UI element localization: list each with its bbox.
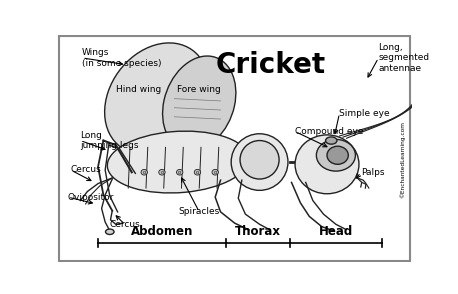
Text: o: o (213, 170, 217, 175)
Text: Head: Head (319, 225, 353, 238)
Ellipse shape (163, 56, 236, 150)
Ellipse shape (194, 169, 201, 175)
Text: Compound eye: Compound eye (295, 127, 364, 136)
Ellipse shape (104, 43, 209, 154)
Text: ©EnchantedLearning.com: ©EnchantedLearning.com (399, 121, 405, 198)
Text: Cercus: Cercus (109, 220, 140, 229)
Text: Simple eye: Simple eye (339, 109, 390, 118)
Circle shape (105, 229, 114, 235)
Text: Cercus: Cercus (71, 166, 102, 174)
Text: o: o (160, 170, 164, 175)
Text: Abdomen: Abdomen (131, 225, 193, 238)
Ellipse shape (176, 169, 183, 175)
Text: Hind wing: Hind wing (116, 85, 162, 94)
Text: Palps: Palps (361, 168, 384, 177)
Text: Long
jumping legs: Long jumping legs (80, 131, 139, 150)
Circle shape (326, 137, 337, 144)
Ellipse shape (141, 169, 147, 175)
Ellipse shape (240, 141, 279, 179)
Text: o: o (142, 170, 146, 175)
Ellipse shape (231, 134, 288, 190)
Text: Fore wing: Fore wing (177, 85, 221, 94)
Ellipse shape (295, 135, 359, 194)
Text: o: o (178, 170, 181, 175)
Text: Thorax: Thorax (235, 225, 281, 238)
Ellipse shape (212, 169, 218, 175)
Text: Spiracles: Spiracles (179, 207, 220, 216)
Text: Wings
(in some species): Wings (in some species) (82, 48, 162, 68)
Ellipse shape (327, 146, 349, 164)
Ellipse shape (316, 139, 355, 171)
Ellipse shape (107, 131, 249, 193)
FancyBboxPatch shape (59, 36, 410, 260)
Text: o: o (196, 170, 199, 175)
Ellipse shape (159, 169, 165, 175)
Text: Cricket: Cricket (215, 51, 325, 79)
Text: Long,
segmented
antennae: Long, segmented antennae (378, 43, 430, 73)
Text: Ovipositor: Ovipositor (68, 193, 114, 202)
